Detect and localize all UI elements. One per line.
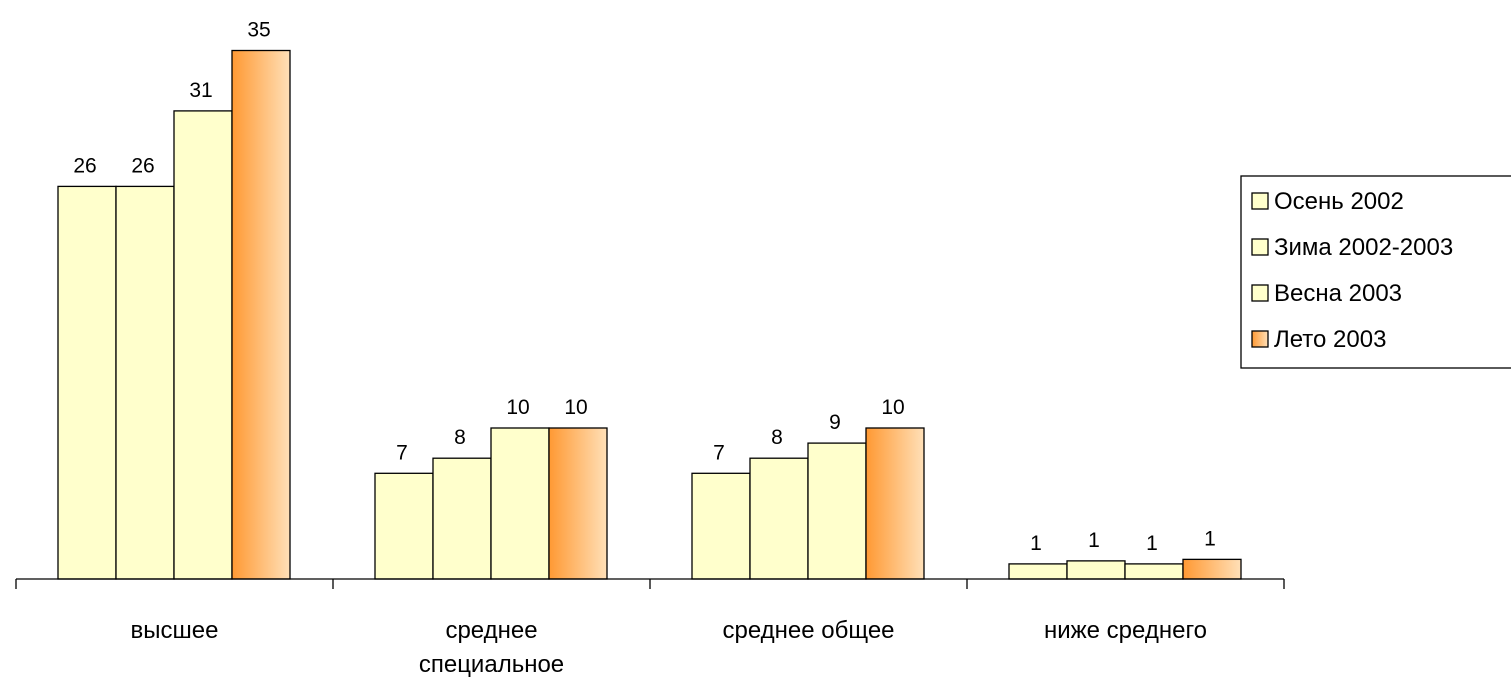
category-label: высшее xyxy=(131,617,219,644)
legend-label: Осень 2002 xyxy=(1274,188,1404,215)
value-label: 10 xyxy=(506,396,529,419)
bar-1-3 xyxy=(173,110,233,580)
category-labels-group: высшее среднее специальное среднее общее ниж… xyxy=(131,617,1208,678)
bar-4-3 xyxy=(1124,563,1184,580)
value-label: 31 xyxy=(189,79,212,102)
legend-label: Весна 2003 xyxy=(1274,280,1402,307)
x-axis xyxy=(15,578,1285,589)
bar-2-4 xyxy=(548,427,608,580)
value-label: 7 xyxy=(396,441,408,464)
value-label: 10 xyxy=(564,396,587,419)
legend-swatch xyxy=(1251,192,1269,210)
bars-group xyxy=(57,49,1242,580)
value-label: 35 xyxy=(247,19,270,42)
value-label: 9 xyxy=(829,411,841,434)
value-label: 1 xyxy=(1204,527,1216,550)
category-label: ниже среднего xyxy=(1044,617,1207,644)
bar-4-2 xyxy=(1066,560,1126,580)
bar-3-3 xyxy=(807,442,867,580)
legend-box xyxy=(1240,175,1511,369)
bar-3-1 xyxy=(691,472,751,580)
category-label: среднее xyxy=(445,617,537,644)
value-label: 7 xyxy=(713,441,725,464)
category-label: специальное xyxy=(419,651,564,678)
value-label: 1 xyxy=(1088,529,1100,552)
bar-1-2 xyxy=(115,185,175,580)
legend-label: Зима 2002-2003 xyxy=(1274,234,1453,261)
legend-swatch xyxy=(1251,284,1269,302)
bar-4-1 xyxy=(1008,563,1068,580)
bar-1-1 xyxy=(57,185,117,580)
bar-2-2 xyxy=(432,457,492,580)
value-label: 10 xyxy=(881,396,904,419)
legend-swatch xyxy=(1251,238,1269,256)
bar-3-2 xyxy=(749,457,809,580)
category-label: среднее общее xyxy=(722,617,894,644)
bar-4-4 xyxy=(1182,558,1242,580)
bar-2-3 xyxy=(490,427,550,580)
legend-swatch xyxy=(1251,330,1269,348)
value-label: 1 xyxy=(1146,532,1158,555)
value-label: 1 xyxy=(1030,532,1042,555)
value-label: 26 xyxy=(131,154,154,177)
bar-3-4 xyxy=(865,427,925,580)
legend-label: Лето 2003 xyxy=(1274,326,1386,353)
bar-2-1 xyxy=(374,472,434,580)
value-label: 8 xyxy=(454,426,466,449)
bar-1-4 xyxy=(231,49,291,580)
legend: Осень 2002 Зима 2002-2003 Весна 2003 Лето 2… xyxy=(1240,175,1511,369)
value-label: 26 xyxy=(73,154,96,177)
value-label: 8 xyxy=(771,426,783,449)
